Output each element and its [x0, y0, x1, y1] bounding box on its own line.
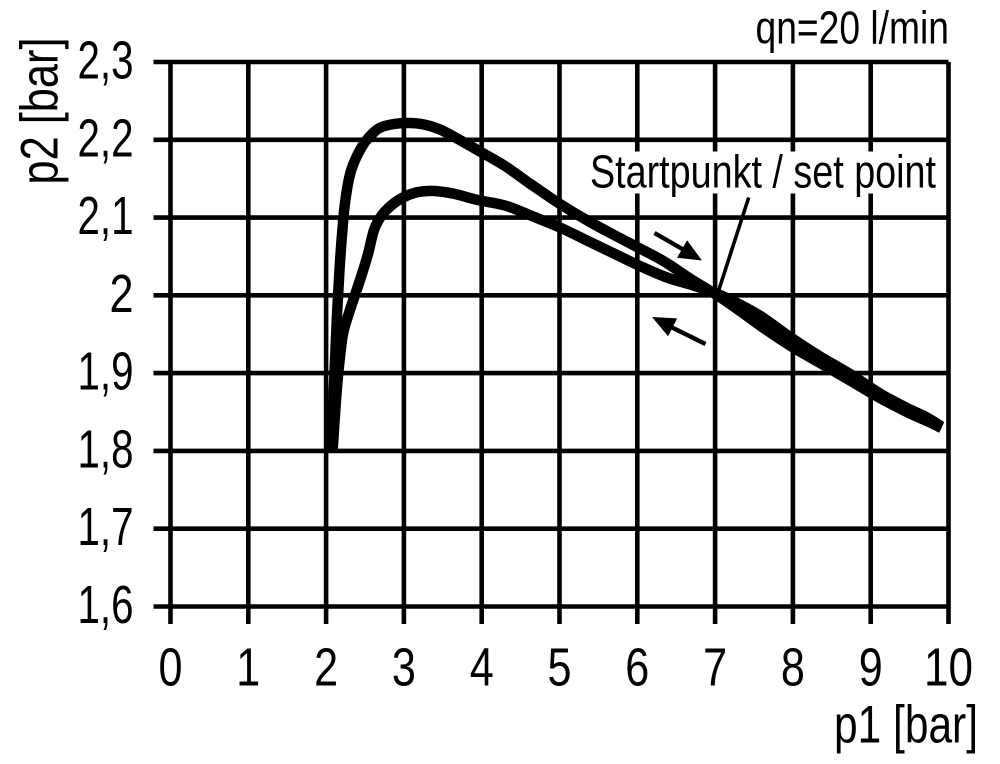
- svg-text:p1 [bar]: p1 [bar]: [834, 696, 978, 755]
- svg-text:4: 4: [470, 638, 494, 698]
- svg-text:1,8: 1,8: [78, 419, 134, 479]
- svg-text:10: 10: [924, 638, 973, 698]
- svg-text:2,3: 2,3: [78, 31, 134, 91]
- svg-text:5: 5: [548, 638, 572, 698]
- svg-text:8: 8: [781, 638, 805, 698]
- svg-text:Startpunkt / set point: Startpunkt / set point: [590, 146, 936, 198]
- svg-text:2: 2: [110, 264, 134, 324]
- svg-text:2: 2: [314, 638, 338, 698]
- svg-text:1,6: 1,6: [78, 575, 134, 635]
- svg-text:2,2: 2,2: [78, 108, 134, 168]
- svg-text:9: 9: [859, 638, 883, 698]
- svg-text:qn=20 l/min: qn=20 l/min: [756, 2, 950, 54]
- svg-text:3: 3: [392, 638, 416, 698]
- svg-text:6: 6: [625, 638, 649, 698]
- svg-text:7: 7: [703, 638, 727, 698]
- svg-text:1,7: 1,7: [78, 497, 134, 557]
- svg-text:2,1: 2,1: [78, 186, 134, 246]
- svg-text:0: 0: [159, 638, 183, 698]
- svg-text:1: 1: [236, 638, 260, 698]
- svg-text:p2 [bar]: p2 [bar]: [11, 38, 70, 185]
- svg-text:1,9: 1,9: [78, 342, 134, 402]
